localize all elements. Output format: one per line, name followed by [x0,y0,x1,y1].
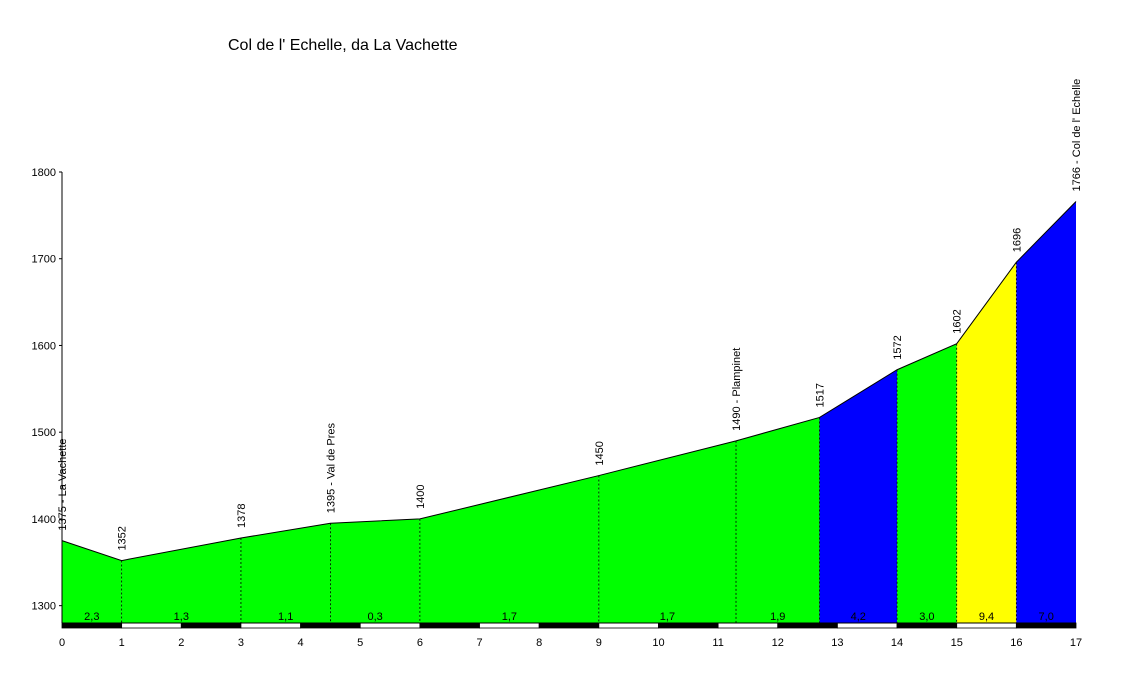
x-tick-label: 3 [238,637,244,649]
x-tick-label: 11 [712,637,723,649]
profile-line [61,201,1077,562]
x-tick-label: 15 [951,637,963,649]
gradient-label: 9,4 [979,611,994,623]
point-labels: 1375 - La Vachette 1352 1378 1395 - Val de … [57,79,1083,551]
gradient-label: 3,0 [919,611,934,623]
point-label: 1490 - Plampinet [731,348,743,431]
x-tick-label: 10 [652,637,664,649]
segment-area [956,262,1017,623]
x-tick-label: 5 [357,637,363,649]
point-label: 1572 [892,335,904,359]
km-bar-block [300,622,361,629]
point-label: 1400 [415,484,427,508]
point-label: 1602 [952,309,964,333]
km-bar-block [598,622,659,629]
segment-area [121,538,241,623]
x-tick-label: 17 [1070,637,1082,649]
segment-dividers [121,262,1017,623]
km-bar-block [717,622,779,629]
y-tick-label: 1300 [32,601,56,613]
x-tick-label: 0 [59,637,65,649]
x-tick-label: 2 [178,637,184,649]
x-tick-label: 9 [596,637,602,649]
segment-area [736,417,820,623]
segment-area [1016,201,1076,623]
km-bar-block [956,622,1017,629]
point-label: 1696 [1011,228,1023,252]
x-tick-label: 6 [417,637,423,649]
point-label: 1352 [117,526,129,550]
segment-area [598,440,737,623]
x-tick-label: 8 [536,637,542,649]
y-tick-label: 1600 [32,340,56,352]
gradient-label: 1,1 [278,611,293,623]
gradient-label: 4,2 [851,611,866,623]
profile-areas [61,201,1077,623]
km-bar-block [1015,622,1077,629]
gradient-labels: 2,3 1,3 1,1 0,3 1,7 1,7 1,9 4,2 3,0 9,4 7,0 [84,611,1054,623]
segment-area [240,523,331,623]
x-tick-label: 13 [831,637,843,649]
y-tick-label: 1400 [32,514,56,526]
y-tick-label: 1500 [32,427,56,439]
km-bar-block [777,622,838,629]
km-bar-block [240,622,301,629]
point-label: 1395 - Val de Pres [325,422,337,513]
gradient-label: 1,7 [660,611,675,623]
chart-title: Col de l' Echelle, da La Vachette [228,37,458,54]
point-label: 1450 [594,441,606,465]
gradient-label: 1,3 [174,611,189,623]
x-tick-label: 12 [772,637,784,649]
y-tick-label: 1800 [32,167,56,179]
point-label: 1766 - Col de l' Echelle [1071,79,1083,192]
km-bar-block [479,622,540,629]
km-bar-block [359,622,421,629]
segment-area [419,475,599,623]
km-bar-block [658,622,719,629]
y-tick-label: 1700 [32,254,56,266]
segment-area [330,518,420,623]
point-label: 1375 - La Vachette [57,438,69,530]
km-bar-block [538,622,600,629]
segment-area [897,343,957,623]
x-tick-label: 16 [1010,637,1022,649]
segment-area [62,540,122,623]
gradient-label: 7,0 [1039,611,1054,623]
km-bar-block [896,622,958,629]
point-label: 1517 [815,383,827,407]
km-scale-bar [61,622,1077,629]
x-tick-label: 7 [476,637,482,649]
km-bar-block [180,622,242,629]
km-bar-block [419,622,480,629]
gradient-label: 2,3 [84,611,99,623]
gradient-label: 0,3 [367,611,382,623]
km-bar-block [121,622,182,629]
x-tick-label: 1 [119,637,125,649]
gradient-label: 1,7 [502,611,517,623]
km-bar-block [837,622,898,629]
x-tick-label: 14 [891,637,903,649]
point-label: 1378 [236,504,248,528]
gradient-label: 1,9 [770,611,785,623]
segment-area [819,369,898,623]
x-tick-label: 4 [298,637,304,649]
km-bar-block [61,622,123,629]
